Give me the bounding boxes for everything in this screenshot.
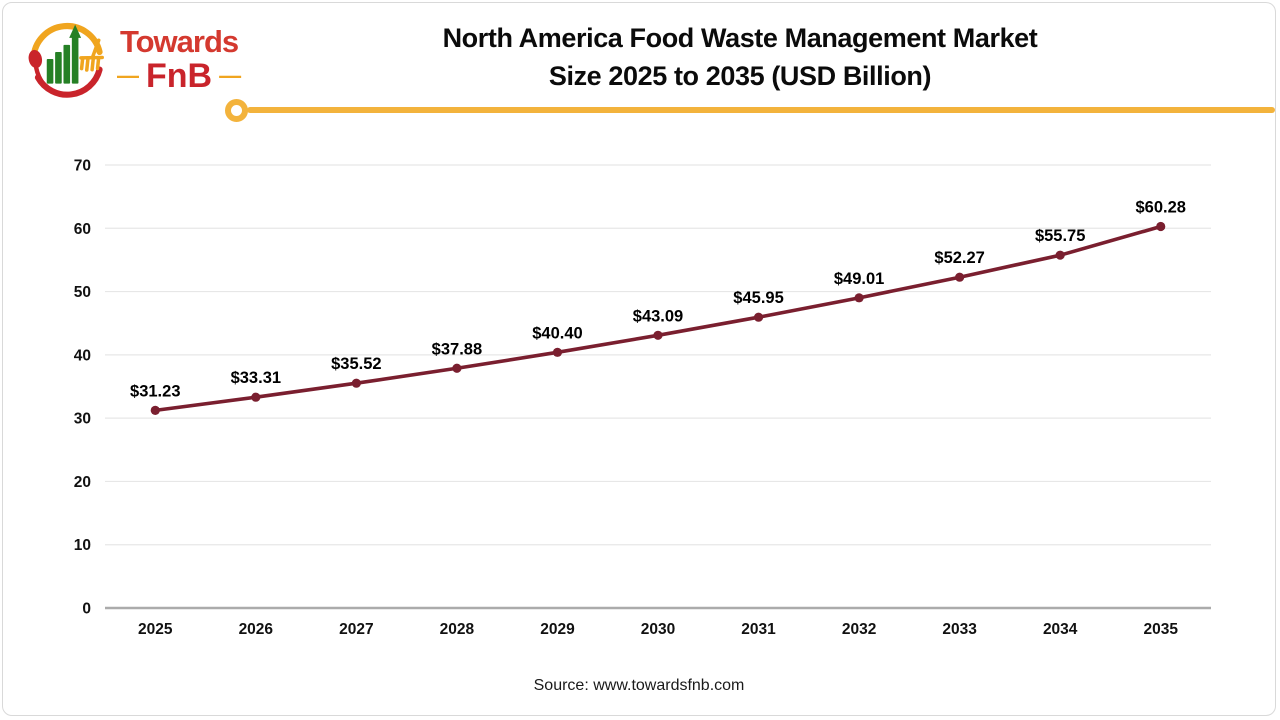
y-tick-label: 10 — [74, 537, 91, 554]
x-tick-label: 2031 — [741, 621, 776, 638]
data-point-label: $55.75 — [1035, 227, 1085, 245]
x-tick-label: 2025 — [138, 621, 173, 638]
y-tick-label: 30 — [74, 411, 91, 428]
x-tick-label: 2033 — [942, 621, 977, 638]
data-point-marker — [653, 330, 663, 340]
logo-text-towards: Towards — [119, 24, 239, 59]
data-point-label: $52.27 — [934, 249, 984, 267]
data-point-label: $49.01 — [834, 270, 884, 288]
data-point-marker — [1156, 221, 1166, 232]
x-tick-label: 2026 — [239, 621, 274, 638]
data-point-marker — [955, 272, 965, 282]
data-point-marker — [552, 347, 563, 357]
y-tick-label: 70 — [74, 158, 91, 175]
data-point-marker — [1055, 250, 1065, 260]
data-point-label: $60.28 — [1135, 199, 1185, 217]
logo-fnb-row: — FnB — — [117, 57, 242, 95]
y-tick-label: 50 — [74, 284, 91, 301]
logo-text-fnb: FnB — [146, 57, 213, 95]
divider-ring-icon — [225, 99, 248, 122]
data-point-marker — [854, 293, 864, 303]
data-point-label: $35.52 — [331, 355, 381, 373]
data-point-label: $45.95 — [733, 289, 783, 307]
x-tick-label: 2032 — [842, 621, 876, 638]
data-point-marker — [351, 378, 361, 388]
x-tick-label: 2030 — [641, 621, 675, 638]
logo-arc-yellow — [30, 22, 103, 62]
x-tick-label: 2027 — [339, 621, 373, 638]
data-point-label: $43.09 — [633, 307, 683, 325]
data-point-marker — [452, 363, 462, 373]
y-tick-label: 40 — [74, 347, 91, 364]
fork-icon — [79, 38, 104, 72]
data-point-label: $31.23 — [130, 382, 180, 400]
data-point-label: $40.40 — [532, 324, 582, 342]
data-point-marker — [251, 392, 261, 402]
towardsfnb-logo: Towards — FnB — — [23, 15, 241, 103]
y-tick-label: 60 — [74, 221, 91, 238]
chart-title-line2: Size 2025 to 2035 (USD Billion) — [548, 61, 932, 91]
chart-title: North America Food Waste Management Mark… — [213, 19, 1267, 95]
data-point-label: $37.88 — [432, 340, 482, 358]
x-tick-label: 2034 — [1043, 621, 1078, 638]
divider-line — [247, 107, 1275, 113]
x-tick-label: 2029 — [540, 621, 575, 638]
x-tick-label: 2028 — [440, 621, 475, 638]
growth-bars-icon — [46, 24, 82, 84]
data-point-label: $33.31 — [231, 369, 281, 387]
x-tick-label: 2035 — [1143, 621, 1178, 638]
spoon-icon — [28, 49, 46, 86]
data-point-marker — [753, 312, 764, 322]
data-point-marker — [150, 405, 160, 415]
towardsfnb-logo-icon — [28, 22, 104, 98]
chart-title-line1: North America Food Waste Management Mark… — [442, 23, 1038, 53]
y-tick-label: 0 — [82, 601, 91, 618]
source-text: Source: www.towardsfnb.com — [533, 677, 745, 694]
logo-dash-left: — — [117, 63, 139, 88]
logo-text: Towards — FnB — — [117, 24, 242, 95]
y-tick-label: 20 — [74, 474, 91, 491]
logo-dash-right: — — [219, 63, 242, 88]
